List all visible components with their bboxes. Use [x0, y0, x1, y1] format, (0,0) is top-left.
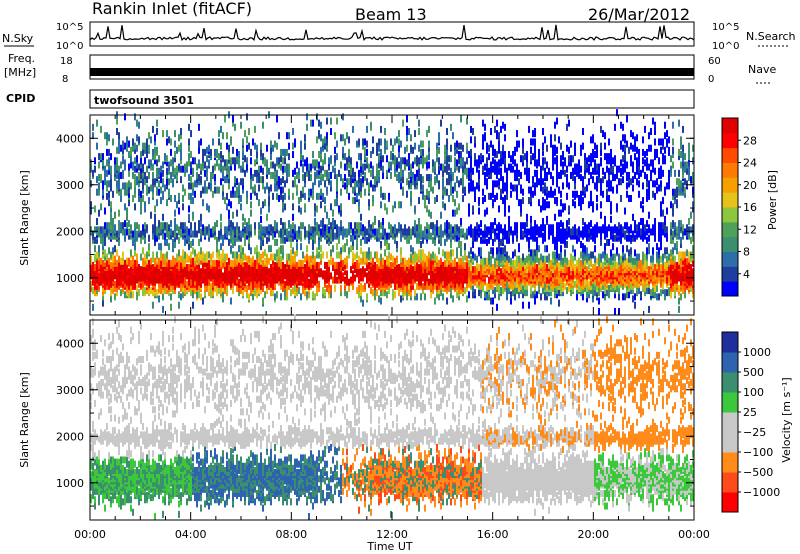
cpid-label: CPID: [6, 92, 35, 105]
colorbar-tick-label: 100: [743, 386, 764, 399]
colorbar-segment: [722, 332, 738, 353]
freq-frame: [89, 54, 695, 80]
colorbar-tick-label: 8: [743, 246, 750, 259]
velocity-heatmap: [90, 314, 694, 520]
nave-tick-bottom: 0: [708, 74, 714, 85]
nsky-label: N.Sky: [2, 32, 34, 45]
colorbar-segment: [722, 412, 738, 433]
freq-tick-bottom: 8: [62, 74, 68, 85]
time-tick-label: 00:00: [678, 528, 710, 541]
nsearch-tick-top: 10^5: [712, 22, 739, 33]
nsky-trace: [89, 24, 695, 42]
colorbar-segment: [722, 452, 738, 473]
colorbar-segment: [722, 281, 738, 297]
colorbar-segment: [722, 221, 738, 238]
colorbar-tick-label: 1000: [743, 346, 771, 359]
colorbar-tick-label: 12: [743, 223, 757, 236]
colorbar-segment: [722, 492, 738, 513]
cpid-frame: [89, 89, 695, 109]
colorbar-segment: [722, 372, 738, 393]
range-tick-label: 1000: [56, 272, 84, 285]
freq-strip: Freq. [MHz] 18 8 60 0 Nave: [4, 52, 776, 85]
colorbar-segment: [722, 392, 738, 413]
nsearch-tick-bottom: 10^0: [712, 41, 739, 52]
power-colorbar: 4 8 12 16 20 24 28: [721, 117, 757, 297]
colorbar-segment: [722, 432, 738, 453]
nsky-tick-bottom: 10^0: [56, 41, 83, 52]
colorbar-segment: [722, 207, 738, 223]
colorbar-tick-label: 20: [743, 179, 757, 192]
colorbar-tick-label: 500: [743, 366, 764, 379]
range-tick-label: 1000: [56, 477, 84, 490]
colorbar-segment: [722, 177, 738, 193]
nsky-line: [89, 24, 695, 42]
velocity-colorbar: 1000 500 100 25 −25 −100 −500 −1000: [721, 331, 780, 513]
colorbar-tick-label: 4: [743, 268, 750, 281]
time-tick-label: 16:00: [477, 528, 509, 541]
nave-label: Nave: [748, 63, 776, 76]
velocity-panel: 1000 2000 3000 4000 Slant Range [km] 1000 50…: [18, 314, 793, 521]
time-tick-label: 12:00: [376, 528, 408, 541]
time-tick-label: 04:00: [175, 528, 207, 541]
colorbar-segment: [722, 236, 738, 252]
nsky-strip: N.Sky 10^5 10^0 10^5 10^0 N.Search: [2, 21, 796, 52]
nave-tick-top: 60: [708, 56, 721, 67]
colorbar-frame: [721, 331, 739, 513]
cpid-strip: CPID twofsound 3501: [6, 89, 695, 109]
colorbar-tick-label: 25: [743, 406, 757, 419]
colorbar-segment: [722, 132, 738, 149]
velocity-ylabel: Slant Range [km]: [18, 372, 31, 468]
time-tick-label: 00:00: [74, 528, 106, 541]
range-tick-label: 4000: [56, 132, 84, 145]
range-tick-label: 3000: [56, 179, 84, 192]
station-title: Rankin Inlet (fitACF): [92, 0, 252, 18]
colorbar-tick-label: 28: [743, 134, 757, 147]
colorbar-segment: [722, 162, 738, 178]
freq-label-line2: [MHz]: [4, 66, 36, 79]
colorbar-segment: [722, 251, 738, 267]
freq-trace: [90, 68, 694, 76]
colorbar-segment: [722, 352, 738, 373]
time-axis: 00:00 04:00 08:00 12:00 16:00 20:00 00:00: [74, 528, 710, 541]
freq-tick-top: 18: [60, 56, 73, 67]
date-title: 26/Mar/2012: [588, 5, 690, 24]
colorbar-segment: [722, 147, 738, 163]
velocity-colorbar-label: Velocity [m s⁻¹]: [780, 377, 793, 462]
power-axis: 1000 2000 3000 4000: [56, 115, 695, 315]
nsky-frame: [89, 21, 695, 47]
colorbar-segment: [722, 472, 738, 493]
power-ylabel: Slant Range [km]: [18, 170, 31, 266]
colorbar-tick-label: 24: [743, 157, 757, 170]
time-tick-label: 08:00: [275, 528, 307, 541]
colorbar-tick-label: 16: [743, 201, 757, 214]
range-tick-label: 3000: [56, 384, 84, 397]
colorbar-tick-label: −25: [743, 426, 766, 439]
time-tick-label: 20:00: [577, 528, 609, 541]
power-colorbar-label: Power [dB]: [766, 170, 779, 230]
power-heatmap: [90, 109, 694, 315]
velocity-axis: 1000 2000 3000 4000: [56, 320, 695, 520]
colorbar-segment: [722, 266, 738, 282]
beam-title: Beam 13: [355, 5, 427, 24]
range-tick-label: 2000: [56, 430, 84, 443]
colorbar-tick-label: −500: [743, 466, 773, 479]
range-tick-label: 4000: [56, 337, 84, 350]
nsky-tick-top: 10^5: [56, 22, 83, 33]
nsearch-label: N.Search: [746, 30, 796, 43]
power-panel: 1000 2000 3000 4000 Slant Range [km] 4 8 12 16…: [18, 109, 779, 316]
time-axis-label: Time UT: [366, 540, 412, 553]
range-tick-label: 2000: [56, 225, 84, 238]
colorbar-tick-label: −1000: [743, 486, 780, 499]
colorbar-segment: [722, 118, 738, 134]
cpid-value: twofsound 3501: [94, 94, 194, 107]
colorbar-segment: [722, 192, 738, 208]
freq-label-line1: Freq.: [8, 52, 35, 65]
colorbar-tick-label: −100: [743, 446, 773, 459]
